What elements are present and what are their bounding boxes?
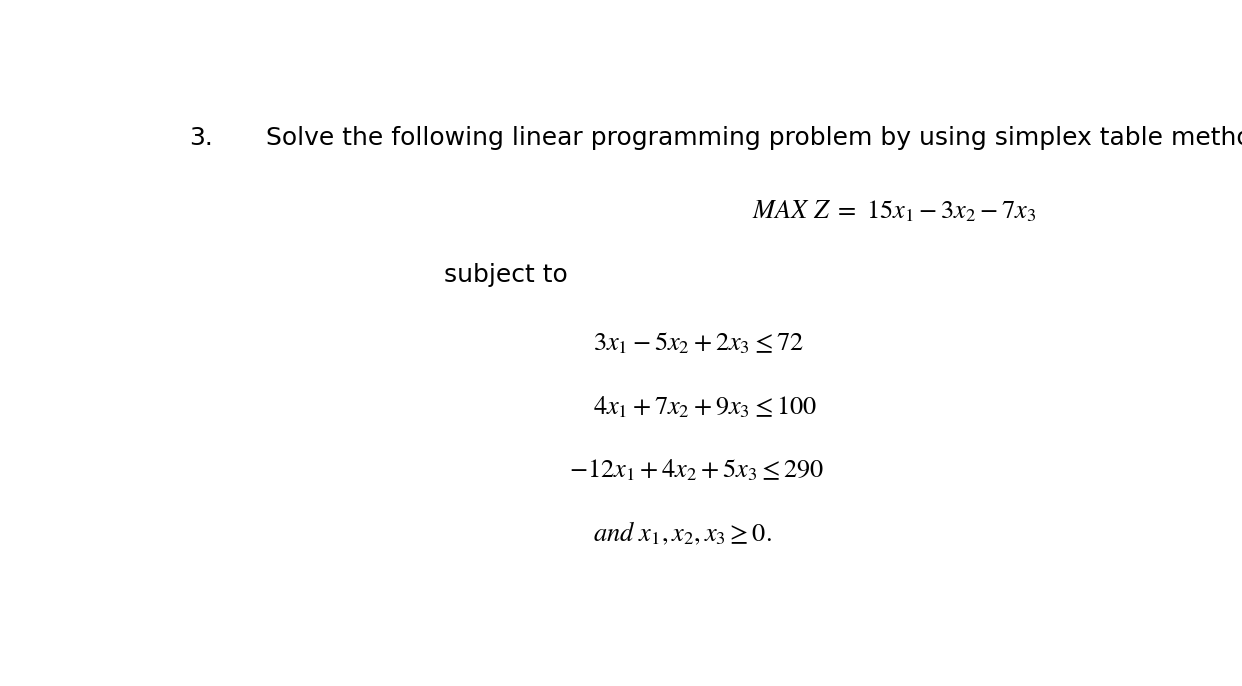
Text: $MAX\ Z\ =\ 15x_1 - 3x_2 - 7x_3$: $MAX\ Z\ =\ 15x_1 - 3x_2 - 7x_3$ [751,199,1036,224]
Text: $\mathit{and}\ x_1, x_2, x_3 \geq 0.$: $\mathit{and}\ x_1, x_2, x_3 \geq 0.$ [594,520,773,547]
Text: $-12x_1 + 4x_2 + 5x_3 \leq 290$: $-12x_1 + 4x_2 + 5x_3 \leq 290$ [569,458,825,484]
Text: Solve the following linear programming problem by using simplex table method.: Solve the following linear programming p… [266,126,1242,150]
Text: $4x_1 + 7x_2 + 9x_3 \leq 100$: $4x_1 + 7x_2 + 9x_3 \leq 100$ [594,394,817,420]
Text: 3.: 3. [189,126,212,150]
Text: subject to: subject to [445,263,568,287]
Text: $3x_1 - 5x_2 + 2x_3 \leq 72$: $3x_1 - 5x_2 + 2x_3 \leq 72$ [594,331,804,357]
